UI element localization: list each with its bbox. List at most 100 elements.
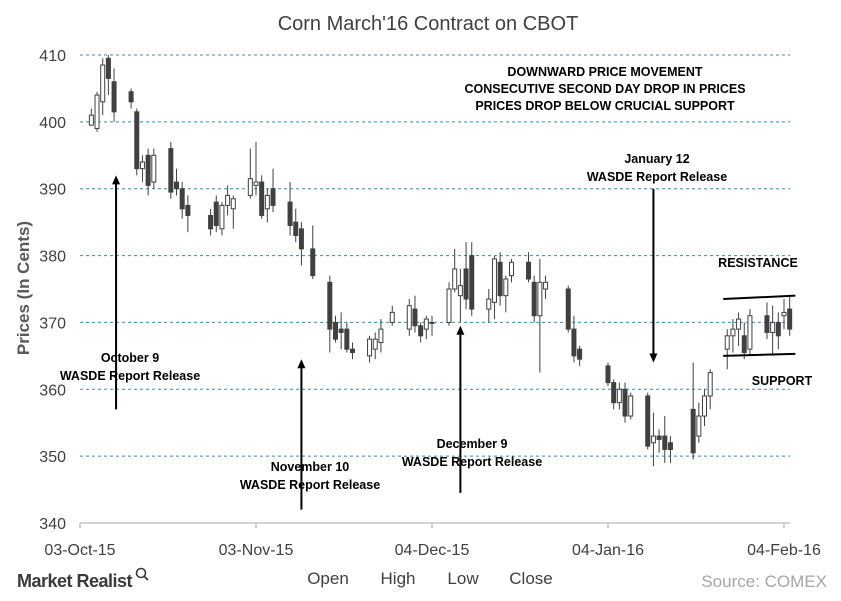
candle-body	[650, 435, 656, 444]
candle	[736, 312, 742, 346]
candle	[741, 322, 747, 360]
annotation-arrow	[649, 188, 658, 363]
candle	[151, 148, 157, 189]
candle	[264, 188, 270, 223]
candles	[88, 55, 793, 467]
jan12-label-date: January 12	[624, 152, 689, 166]
candle-body	[298, 228, 304, 250]
annotation-arrow	[297, 359, 306, 510]
candle	[724, 329, 730, 370]
candle	[327, 275, 333, 353]
candle	[134, 108, 140, 176]
candle-body	[645, 395, 651, 447]
candle	[747, 309, 753, 356]
arrow-head	[297, 359, 306, 369]
nov10-label-date: November 10	[271, 460, 350, 474]
candle-body	[151, 154, 157, 183]
candle-body	[128, 91, 134, 103]
arrow-head	[112, 175, 121, 185]
candle-body	[787, 308, 793, 330]
candle-body	[208, 214, 214, 230]
x-tick-label: 04-Jan-16	[572, 542, 644, 559]
legend-close: Close	[509, 569, 552, 588]
candle	[787, 295, 793, 336]
candle	[486, 289, 492, 323]
candle	[622, 382, 628, 423]
candle	[332, 315, 338, 343]
candle-body	[88, 114, 94, 126]
candle-body	[486, 298, 492, 310]
annotation-arrow	[456, 325, 465, 493]
candle-body	[747, 315, 753, 350]
brand-name: Market Realist	[17, 571, 133, 591]
candle-body	[736, 318, 742, 330]
candle	[208, 208, 214, 236]
candle-body	[565, 288, 571, 330]
candle	[565, 285, 571, 333]
y-tick-labels: 340 350 360 370 380 390 400 410	[39, 48, 66, 533]
candle	[219, 202, 225, 236]
magnifier-icon	[135, 567, 147, 579]
candle-body	[531, 281, 537, 317]
candle	[100, 58, 106, 116]
y-tick-label: 400	[39, 115, 66, 132]
candle	[168, 141, 174, 199]
top-note-line-1: DOWNWARD PRICE MOVEMENT	[507, 65, 703, 79]
candle-body	[491, 258, 497, 303]
candle	[418, 322, 424, 343]
nov10-label-text: WASDE Report Release	[240, 478, 380, 492]
y-tick-label: 340	[39, 516, 66, 533]
candle	[111, 68, 117, 122]
candle	[616, 382, 622, 410]
candle	[179, 182, 185, 219]
candle	[298, 222, 304, 266]
candle-body	[781, 311, 787, 317]
candle	[543, 275, 549, 300]
candle-body	[764, 315, 770, 333]
candle-body	[264, 194, 270, 210]
candle	[287, 182, 293, 236]
candle	[344, 322, 350, 353]
candle	[270, 168, 276, 213]
candle	[139, 155, 145, 183]
candle-body	[463, 268, 469, 300]
y-tick-label: 370	[39, 315, 66, 332]
candle-body	[94, 94, 100, 130]
candle	[378, 319, 384, 353]
candle	[94, 91, 100, 132]
magnifier-handle	[143, 575, 149, 581]
arrow-head	[456, 325, 465, 335]
candle	[781, 299, 787, 330]
candle	[577, 345, 583, 366]
candle-body	[367, 338, 373, 357]
candle-body	[100, 64, 106, 103]
brand-logo: Market Realist	[17, 567, 149, 591]
candle	[457, 268, 463, 323]
oct9-label-text: WASDE Report Release	[60, 369, 200, 383]
jan12-label-text: WASDE Report Release	[587, 170, 727, 184]
candle	[350, 342, 356, 360]
candle	[429, 315, 435, 336]
candle	[230, 195, 236, 229]
candle-body	[696, 415, 702, 437]
candle-body	[293, 221, 299, 237]
candle	[645, 392, 651, 450]
candle	[105, 55, 111, 96]
candle	[611, 379, 617, 410]
candle-body	[338, 328, 344, 333]
arrow-head	[649, 353, 658, 363]
annotation-arrows	[112, 175, 658, 510]
candle-body	[253, 181, 259, 186]
candle	[696, 402, 702, 443]
oct9-label-date: October 9	[101, 351, 159, 365]
y-tick-label: 350	[39, 449, 66, 466]
resistance-line	[723, 294, 796, 301]
candle-body	[662, 435, 668, 450]
candle-body	[667, 442, 673, 450]
candle	[253, 141, 259, 196]
y-tick-label: 360	[39, 382, 66, 399]
x-tick-label: 03-Nov-15	[219, 542, 294, 559]
chart-title: Corn March'16 Contract on CBOT	[278, 13, 579, 35]
y-axis-label: Prices (In Cents)	[14, 221, 33, 355]
x-tick-label: 04-Feb-16	[747, 542, 821, 559]
